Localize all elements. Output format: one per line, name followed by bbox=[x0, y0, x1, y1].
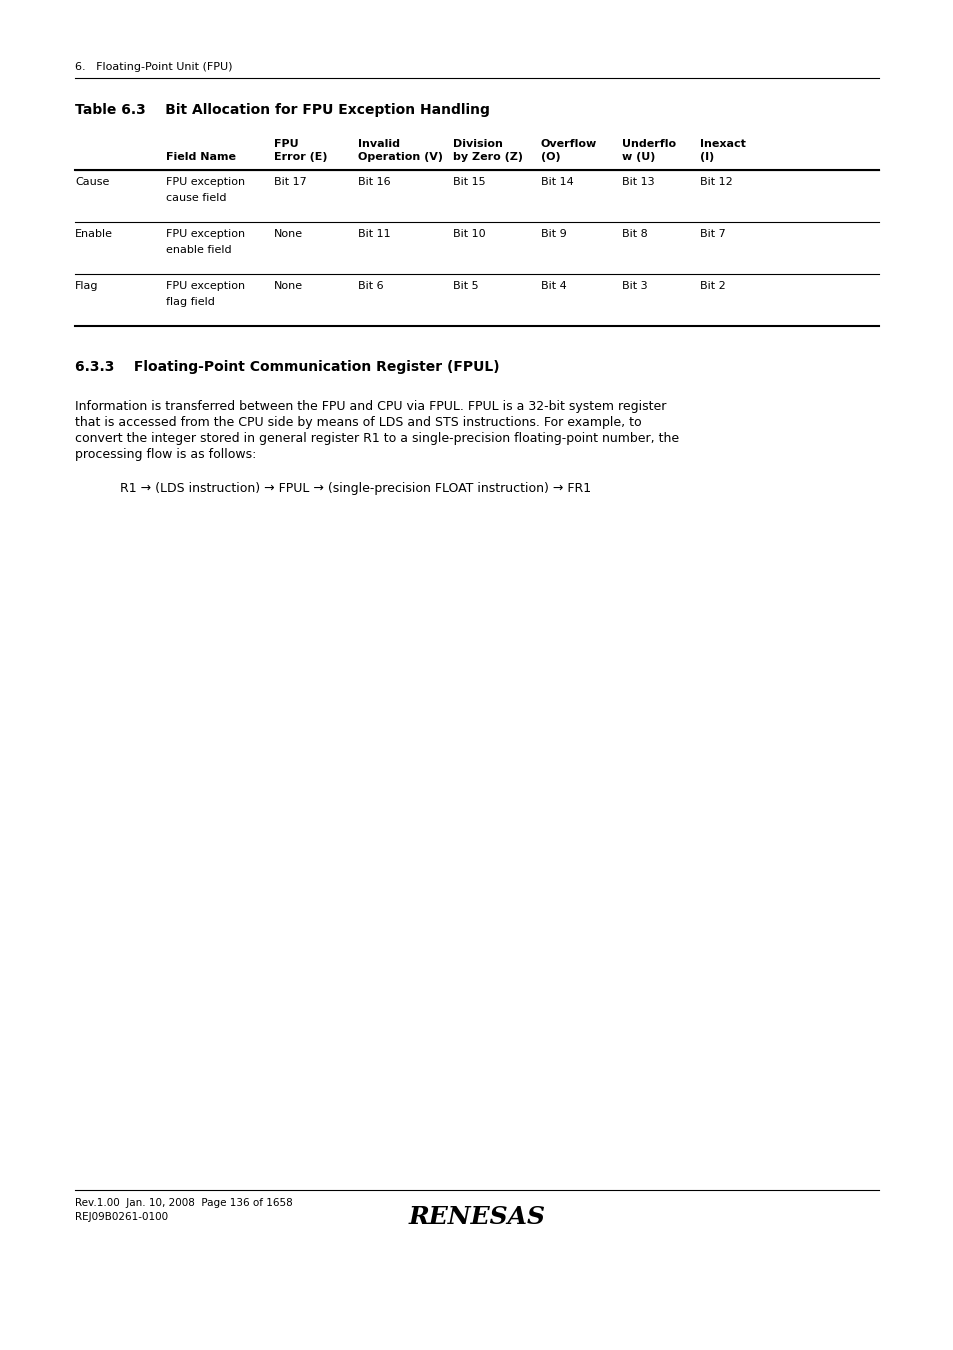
Text: None: None bbox=[274, 230, 303, 239]
Text: Bit 12: Bit 12 bbox=[700, 177, 732, 188]
Text: w (U): w (U) bbox=[621, 153, 655, 162]
Text: Operation (V): Operation (V) bbox=[357, 153, 442, 162]
Text: Information is transferred between the FPU and CPU via FPUL. FPUL is a 32-bit sy: Information is transferred between the F… bbox=[75, 400, 666, 413]
Text: 6.3.3    Floating-Point Communication Register (FPUL): 6.3.3 Floating-Point Communication Regis… bbox=[75, 360, 499, 374]
Text: (O): (O) bbox=[540, 153, 560, 162]
Text: Overflow: Overflow bbox=[540, 139, 597, 148]
Text: Bit 4: Bit 4 bbox=[540, 281, 566, 292]
Text: Bit 6: Bit 6 bbox=[357, 281, 383, 292]
Text: Table 6.3    Bit Allocation for FPU Exception Handling: Table 6.3 Bit Allocation for FPU Excepti… bbox=[75, 103, 489, 117]
Text: enable field: enable field bbox=[166, 244, 232, 255]
Text: Error (E): Error (E) bbox=[274, 153, 327, 162]
Text: that is accessed from the CPU side by means of LDS and STS instructions. For exa: that is accessed from the CPU side by me… bbox=[75, 416, 641, 429]
Text: (I): (I) bbox=[700, 153, 714, 162]
Text: Field Name: Field Name bbox=[166, 153, 235, 162]
Text: Inexact: Inexact bbox=[700, 139, 745, 148]
Text: processing flow is as follows:: processing flow is as follows: bbox=[75, 448, 256, 460]
Text: Bit 10: Bit 10 bbox=[453, 230, 485, 239]
Text: Underflo: Underflo bbox=[621, 139, 676, 148]
Text: by Zero (Z): by Zero (Z) bbox=[453, 153, 522, 162]
Text: Invalid: Invalid bbox=[357, 139, 399, 148]
Text: RENESAS: RENESAS bbox=[408, 1206, 545, 1228]
Text: Bit 5: Bit 5 bbox=[453, 281, 478, 292]
Text: None: None bbox=[274, 281, 303, 292]
Text: convert the integer stored in general register R1 to a single-precision floating: convert the integer stored in general re… bbox=[75, 432, 679, 446]
Text: Bit 3: Bit 3 bbox=[621, 281, 647, 292]
Text: flag field: flag field bbox=[166, 297, 214, 306]
Text: Bit 14: Bit 14 bbox=[540, 177, 573, 188]
Text: FPU exception: FPU exception bbox=[166, 230, 245, 239]
Text: FPU exception: FPU exception bbox=[166, 177, 245, 188]
Text: Cause: Cause bbox=[75, 177, 110, 188]
Text: Bit 8: Bit 8 bbox=[621, 230, 647, 239]
Text: REJ09B0261-0100: REJ09B0261-0100 bbox=[75, 1212, 168, 1222]
Text: R1 → (LDS instruction) → FPUL → (single-precision FLOAT instruction) → FR1: R1 → (LDS instruction) → FPUL → (single-… bbox=[120, 482, 591, 495]
Text: Bit 2: Bit 2 bbox=[700, 281, 725, 292]
Text: Flag: Flag bbox=[75, 281, 98, 292]
Text: Bit 17: Bit 17 bbox=[274, 177, 307, 188]
Text: cause field: cause field bbox=[166, 193, 226, 202]
Text: Rev.1.00  Jan. 10, 2008  Page 136 of 1658: Rev.1.00 Jan. 10, 2008 Page 136 of 1658 bbox=[75, 1197, 293, 1208]
Text: Bit 13: Bit 13 bbox=[621, 177, 654, 188]
Text: Bit 11: Bit 11 bbox=[357, 230, 390, 239]
Text: Bit 16: Bit 16 bbox=[357, 177, 390, 188]
Text: FPU: FPU bbox=[274, 139, 298, 148]
Text: Bit 9: Bit 9 bbox=[540, 230, 566, 239]
Text: Bit 7: Bit 7 bbox=[700, 230, 725, 239]
Text: FPU exception: FPU exception bbox=[166, 281, 245, 292]
Text: Bit 15: Bit 15 bbox=[453, 177, 485, 188]
Text: 6.   Floating-Point Unit (FPU): 6. Floating-Point Unit (FPU) bbox=[75, 62, 233, 72]
Text: Division: Division bbox=[453, 139, 502, 148]
Text: Enable: Enable bbox=[75, 230, 112, 239]
